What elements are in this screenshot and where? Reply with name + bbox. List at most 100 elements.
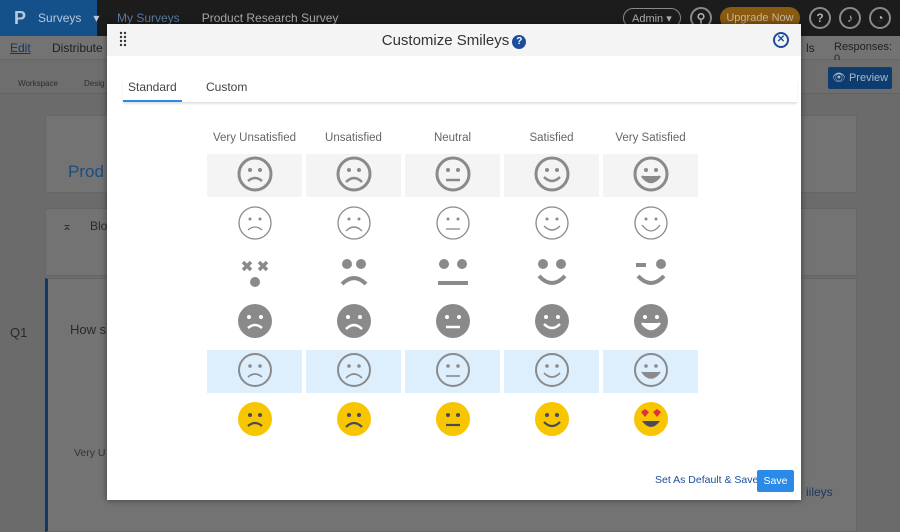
save-button[interactable]: Save <box>757 470 794 492</box>
smiley-option-outline-thin[interactable] <box>207 203 302 246</box>
design-button[interactable]: Desig <box>84 79 105 88</box>
neutral-smiley-icon <box>433 252 473 295</box>
smiley-option-outline-expressive[interactable] <box>504 350 599 393</box>
smiley-option-outline-thin[interactable] <box>603 203 698 246</box>
smiley-option-solid-gray[interactable] <box>504 301 599 344</box>
admin-label: Admin <box>632 13 664 25</box>
workspace-button[interactable]: Workspace <box>18 79 58 88</box>
unsatisfied-smiley-icon <box>334 252 374 295</box>
tab-bar: Standard Custom <box>123 80 797 102</box>
tab-custom[interactable]: Custom <box>206 80 248 94</box>
unsatisfied-smiley-icon <box>334 399 374 442</box>
column-header: Very Unsatisfied <box>212 132 297 144</box>
app-switcher[interactable]: P Surveys ▾ <box>0 0 100 36</box>
satisfied-smiley-icon <box>532 203 572 246</box>
question-number: Q1 <box>10 325 28 340</box>
menu-tools[interactable]: ls <box>806 41 815 55</box>
smiley-option-outline-thick[interactable] <box>504 154 599 197</box>
smileys-link[interactable]: iileys <box>806 485 833 499</box>
smiley-option-outline-expressive[interactable] <box>306 350 401 393</box>
very-unsatisfied-smiley-icon <box>235 350 275 393</box>
smiley-option-minimal-features[interactable] <box>603 252 698 295</box>
unsatisfied-smiley-icon <box>334 350 374 393</box>
help-icon[interactable]: ? <box>809 7 831 29</box>
logo-icon: P <box>14 7 27 28</box>
smiley-option-outline-expressive[interactable] <box>405 350 500 393</box>
smiley-option-outline-thick[interactable] <box>405 154 500 197</box>
menu-distribute[interactable]: Distribute <box>52 41 103 55</box>
smiley-option-solid-gray[interactable] <box>603 301 698 344</box>
smiley-option-outline-thin[interactable] <box>405 203 500 246</box>
breadcrumb: My Surveys Product Research Survey <box>117 11 338 25</box>
smiley-option-yellow-emoji[interactable] <box>504 399 599 442</box>
smiley-option-solid-gray[interactable] <box>207 301 302 344</box>
satisfied-smiley-icon <box>532 399 572 442</box>
very-satisfied-smiley-icon <box>631 301 671 344</box>
menu-edit[interactable]: Edit <box>10 41 31 55</box>
smiley-option-yellow-emoji[interactable] <box>207 399 302 442</box>
chevron-down-icon: ▾ <box>93 11 100 25</box>
satisfied-smiley-icon <box>532 154 572 197</box>
very-satisfied-smiley-icon <box>631 350 671 393</box>
smiley-option-minimal-features[interactable] <box>504 252 599 295</box>
smiley-option-yellow-emoji[interactable] <box>405 399 500 442</box>
neutral-smiley-icon <box>433 154 473 197</box>
breadcrumb-current: Product Research Survey <box>201 11 339 25</box>
drag-handle-icon[interactable] <box>119 31 127 47</box>
neutral-smiley-icon <box>433 301 473 344</box>
collapse-icon[interactable]: ⌅ <box>62 219 73 233</box>
block-label: Blo <box>90 219 108 233</box>
dialog-title: Customize Smileys <box>381 32 510 49</box>
bell-icon[interactable]: ♪ <box>839 7 861 29</box>
tab-standard[interactable]: Standard <box>123 80 182 102</box>
preview-button[interactable]: 👁 Preview <box>828 67 892 89</box>
very-satisfied-smiley-icon <box>631 154 671 197</box>
smiley-option-solid-gray[interactable] <box>306 301 401 344</box>
column-header: Neutral <box>433 132 472 144</box>
unsatisfied-smiley-icon <box>334 301 374 344</box>
satisfied-smiley-icon <box>532 301 572 344</box>
neutral-smiley-icon <box>433 350 473 393</box>
upgrade-button[interactable]: Upgrade Now <box>720 7 800 29</box>
dashboard-icon[interactable]: ◔ <box>869 7 891 29</box>
smiley-option-outline-thick[interactable] <box>306 154 401 197</box>
close-icon[interactable]: ✕ <box>773 32 789 48</box>
neutral-smiley-icon <box>433 203 473 246</box>
satisfied-smiley-icon <box>532 252 572 295</box>
smiley-option-outline-expressive[interactable] <box>603 350 698 393</box>
breadcrumb-my-surveys[interactable]: My Surveys <box>117 11 180 25</box>
very-unsatisfied-smiley-icon <box>235 252 275 295</box>
app-name: Surveys <box>38 11 82 25</box>
question-text: How s <box>70 322 107 337</box>
smiley-option-outline-thick[interactable] <box>207 154 302 197</box>
help-icon[interactable]: ? <box>512 35 527 49</box>
preview-label: Preview <box>848 72 889 84</box>
column-header: Unsatisfied <box>325 132 382 144</box>
smiley-option-outline-thin[interactable] <box>504 203 599 246</box>
smiley-option-minimal-features[interactable] <box>207 252 302 295</box>
smiley-option-outline-thick[interactable] <box>603 154 698 197</box>
responses-count: Responses: 0 <box>834 41 893 65</box>
neutral-smiley-icon <box>433 399 473 442</box>
smiley-option-outline-thin[interactable] <box>306 203 401 246</box>
satisfied-smiley-icon <box>532 350 572 393</box>
smiley-option-outline-expressive[interactable] <box>207 350 302 393</box>
smiley-option-minimal-features[interactable] <box>405 252 500 295</box>
column-header: Very Satisfied <box>615 132 686 144</box>
very-unsatisfied-smiley-icon <box>235 301 275 344</box>
very-unsatisfied-smiley-icon <box>235 154 275 197</box>
very-satisfied-smiley-icon <box>631 399 671 442</box>
option-label: Very U <box>74 447 106 459</box>
column-header: Satisfied <box>529 132 574 144</box>
survey-title: Prod <box>68 162 104 181</box>
smiley-option-yellow-emoji[interactable] <box>603 399 698 442</box>
customize-smileys-dialog: Customize Smileys? ✕ Standard Custom Ver… <box>107 24 801 500</box>
smiley-option-yellow-emoji[interactable] <box>306 399 401 442</box>
smiley-option-solid-gray[interactable] <box>405 301 500 344</box>
very-satisfied-smiley-icon <box>631 203 671 246</box>
unsatisfied-smiley-icon <box>334 154 374 197</box>
unsatisfied-smiley-icon <box>334 203 374 246</box>
set-default-save-button[interactable]: Set As Default & Save <box>655 474 759 486</box>
very-satisfied-smiley-icon <box>631 252 671 295</box>
smiley-option-minimal-features[interactable] <box>306 252 401 295</box>
